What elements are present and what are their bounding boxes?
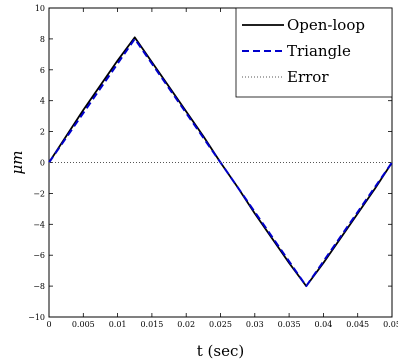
- y-tick-label: 2: [40, 128, 45, 137]
- x-tick-label: 0.045: [346, 320, 369, 329]
- y-tick-label: 10: [35, 4, 45, 13]
- y-tick-label: −6: [33, 251, 45, 260]
- x-tick-label: 0.025: [209, 320, 232, 329]
- y-tick-label: 0: [40, 159, 45, 168]
- y-tick-label: 8: [40, 35, 45, 44]
- y-tick-label: −10: [28, 313, 45, 322]
- y-tick-label: −2: [33, 189, 45, 198]
- y-axis-label: μm: [8, 151, 26, 175]
- x-tick-label: 0.04: [314, 320, 332, 329]
- x-tick-label: 0.015: [140, 320, 163, 329]
- series-group: [48, 36, 393, 288]
- x-tick-label: 0.03: [246, 320, 264, 329]
- x-tick-label: 0.005: [72, 320, 95, 329]
- plot-area: 0 0.005 0.01 0.015 0.02 0.025 0.03 0.035 0.04 0.0…: [28, 4, 398, 329]
- legend-label-error: Error: [287, 68, 329, 86]
- legend: Open-loop Triangle Error: [235, 7, 393, 98]
- ticks: 0 0.005 0.01 0.015 0.02 0.025 0.03 0.035 0.04 0.0…: [28, 4, 398, 329]
- legend-label-open-loop: Open-loop: [287, 16, 365, 34]
- legend-label-triangle: Triangle: [287, 42, 351, 60]
- y-tick-label: 6: [40, 66, 45, 75]
- x-tick-label: 0.01: [109, 320, 127, 329]
- y-tick-label: 4: [40, 97, 45, 106]
- x-tick-label: 0.02: [177, 320, 195, 329]
- x-tick-label: 0.05: [383, 320, 398, 329]
- x-axis-label: t (sec): [197, 342, 244, 360]
- x-tick-label: 0: [46, 320, 51, 329]
- y-tick-label: −4: [33, 220, 45, 229]
- legend-box: [235, 7, 393, 98]
- x-tick-label: 0.035: [278, 320, 301, 329]
- y-tick-label: −8: [33, 282, 45, 291]
